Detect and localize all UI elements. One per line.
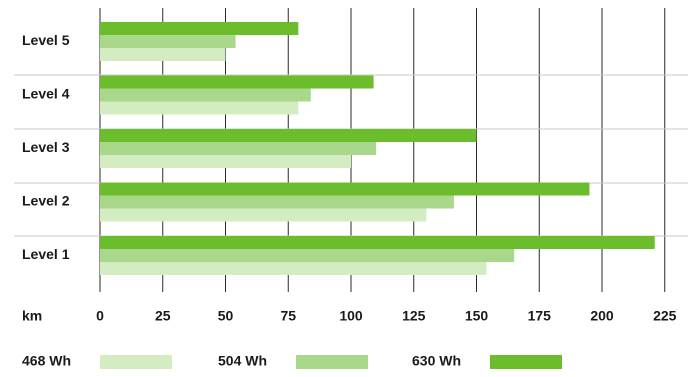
bar xyxy=(100,182,590,196)
x-tick-labels: 0 25 50 75 100 125 150 175 200 225 xyxy=(96,308,677,324)
x-tick-label: 125 xyxy=(402,308,426,324)
bar xyxy=(100,129,477,142)
category-label: Level 5 xyxy=(22,32,70,48)
x-tick-label: 175 xyxy=(528,308,552,324)
legend-label: 504 Wh xyxy=(218,353,267,369)
legend: 468 Wh 504 Wh 630 Wh xyxy=(22,353,562,369)
x-tick-label: 100 xyxy=(339,308,363,324)
category-labels: Level 5 Level 4 Level 3 Level 2 Level 1 xyxy=(22,32,70,262)
bar xyxy=(100,195,454,209)
bar xyxy=(100,101,299,115)
category-label: Level 2 xyxy=(22,193,70,209)
category-label: Level 3 xyxy=(22,139,70,155)
x-tick-label: 75 xyxy=(280,308,296,324)
bar xyxy=(100,262,487,275)
x-axis-unit-label: km xyxy=(22,308,42,324)
legend-label: 630 Wh xyxy=(412,353,461,369)
bar xyxy=(100,88,311,102)
x-tick-label: 25 xyxy=(155,308,171,324)
legend-swatch xyxy=(100,355,172,369)
category-label: Level 4 xyxy=(22,86,70,102)
bar xyxy=(100,208,427,222)
bars-group xyxy=(100,22,655,275)
legend-swatch xyxy=(490,355,562,369)
category-label: Level 1 xyxy=(22,246,70,262)
bar xyxy=(100,35,236,48)
bar xyxy=(100,75,374,89)
x-tick-label: 150 xyxy=(465,308,489,324)
legend-swatch xyxy=(296,355,368,369)
bar xyxy=(100,155,351,168)
bar xyxy=(100,22,299,35)
x-tick-label: 50 xyxy=(218,308,234,324)
x-tick-label: 225 xyxy=(653,308,677,324)
bar xyxy=(100,236,655,249)
legend-label: 468 Wh xyxy=(22,353,71,369)
bar xyxy=(100,249,515,262)
bar xyxy=(100,48,226,61)
x-tick-label: 200 xyxy=(590,308,614,324)
x-tick-label: 0 xyxy=(96,308,104,324)
bar xyxy=(100,142,377,155)
